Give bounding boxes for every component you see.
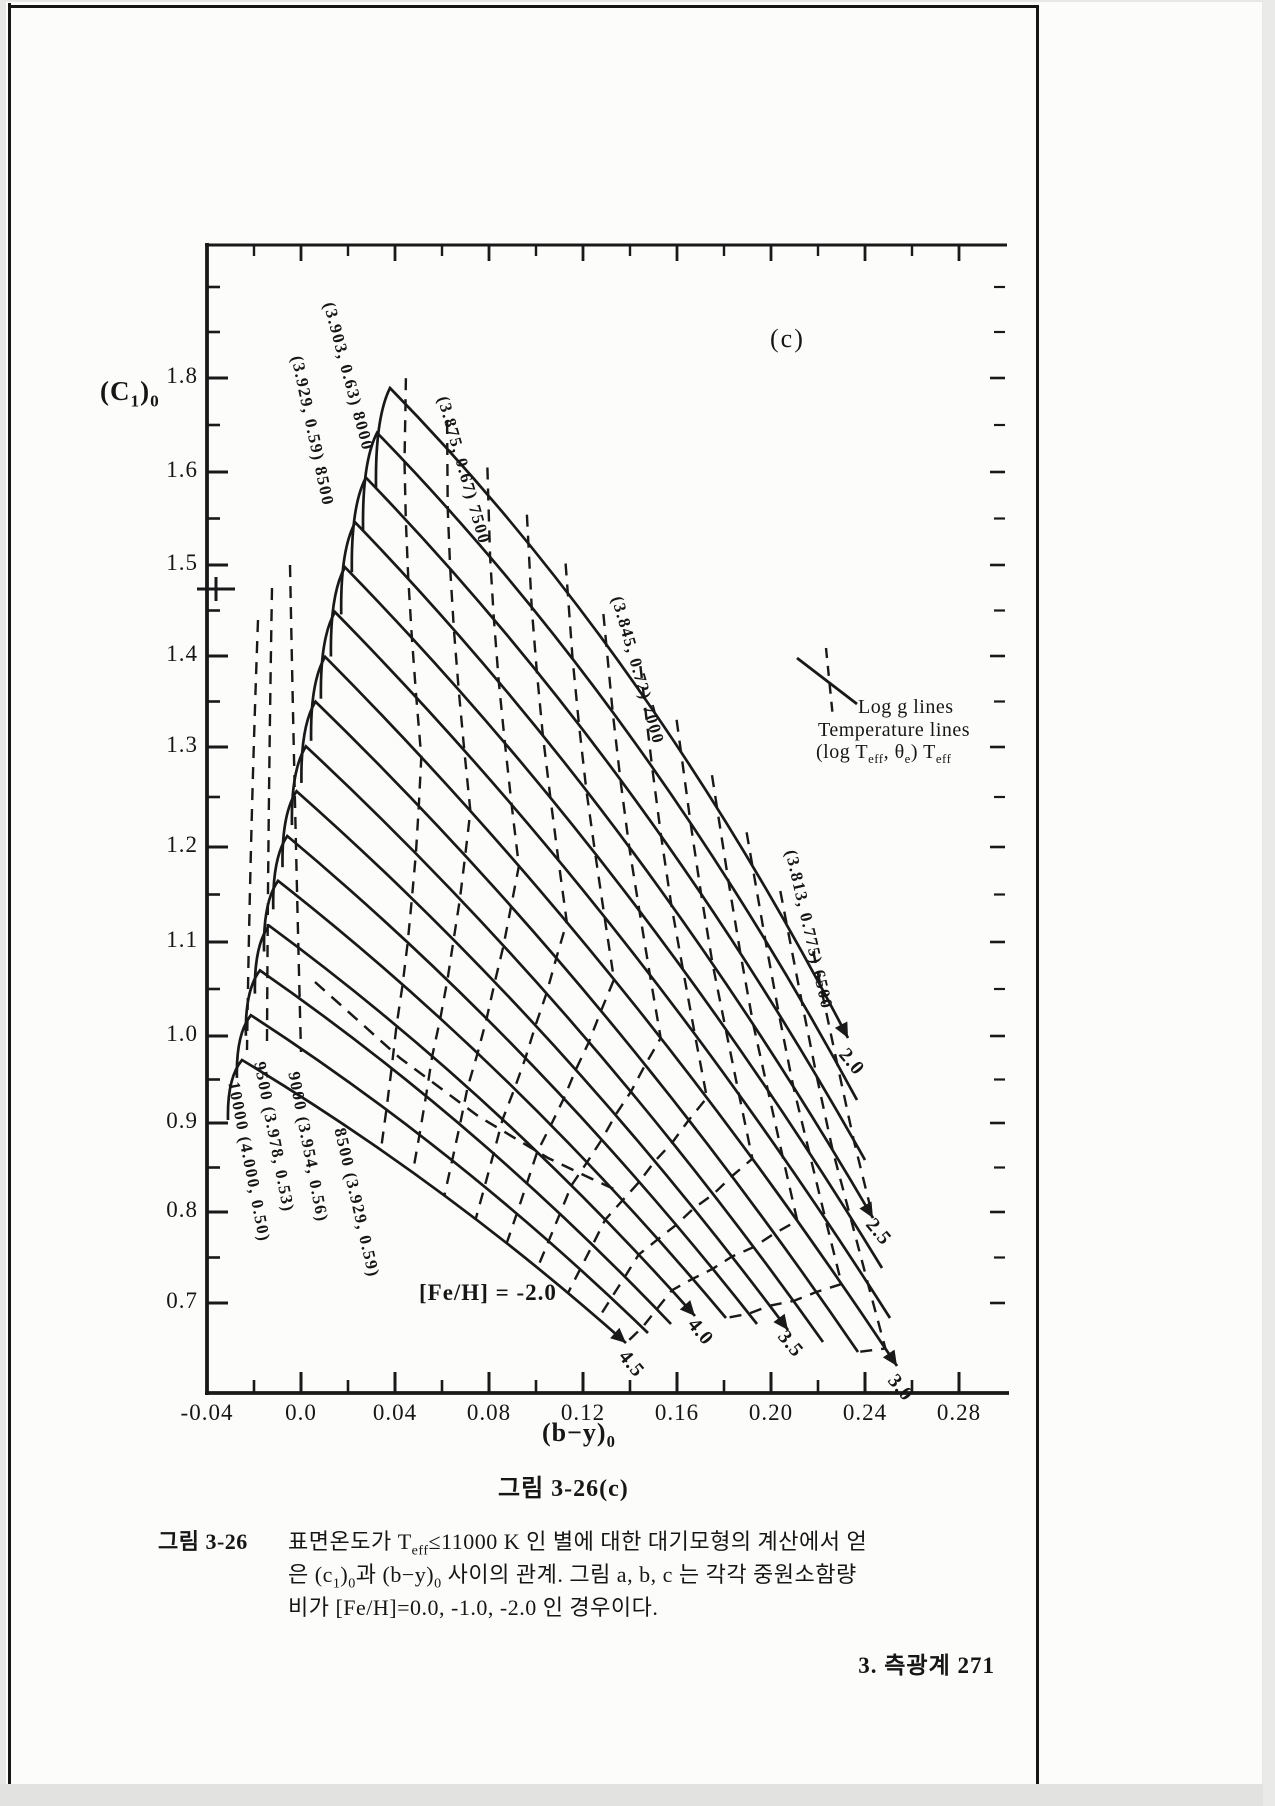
logg-line-solid	[361, 430, 859, 1101]
figure-label: 그림 3-26(c)	[498, 1476, 629, 1502]
temperature-line-dashed	[474, 514, 569, 1220]
logg-line-arrowhead	[773, 1313, 788, 1330]
x-axis-title: (b−y)0	[542, 1418, 616, 1452]
page-footer: 3. 측광계 271	[858, 1653, 995, 1678]
logg-line-arrowhead	[679, 1300, 695, 1316]
legend-temp-label: Temperature lines	[818, 719, 971, 741]
temperature-line-dashed	[411, 421, 472, 1173]
temperature-line-dashed	[505, 563, 616, 1244]
temperature-line-left-dashed	[288, 564, 303, 1053]
x-tick-label: -0.04	[180, 1400, 234, 1425]
y-tick-label: 1.5	[166, 550, 198, 575]
temperature-line-dashed	[536, 613, 662, 1269]
legend-temp-sublabel: (log Teff, θe) Teff	[816, 741, 952, 766]
temperature-line-dashed	[725, 832, 844, 1320]
logg-line-solid	[253, 923, 697, 1317]
caption-line-3: 비가 [Fe/H]=0.0, -1.0, -2.0 인 경우이다.	[288, 1595, 659, 1620]
x-tick-label: 0.08	[466, 1400, 512, 1425]
y-tick-label: 1.0	[166, 1021, 198, 1046]
y-tick-label: 1.8	[166, 363, 198, 388]
logg-line-solid	[262, 878, 728, 1319]
page-edge-right	[1263, 0, 1275, 1806]
page-border-left	[8, 3, 11, 1784]
logg-line-solid	[350, 475, 867, 1161]
y-tick-label: 1.6	[166, 457, 198, 482]
logg-line-solid	[329, 564, 884, 1269]
y-tick-label: 1.3	[166, 732, 198, 757]
logg-line-arrowhead	[882, 1349, 897, 1366]
y-axis-title: (C1)0	[100, 376, 160, 411]
y-tick-label: 1.2	[166, 832, 198, 857]
y-tick-label: 1.4	[166, 641, 198, 666]
caption-tag: 그림 3-26	[158, 1529, 248, 1554]
logg-line-solid	[281, 789, 790, 1331]
temperature-line-dashed	[443, 467, 521, 1196]
logg-line-solid	[309, 654, 899, 1367]
caption-line-2: 은 (c1)0과 (b−y)0 사이의 관계. 그림 a, b, c 는 각각 …	[288, 1562, 857, 1592]
y-tick-label: 0.7	[166, 1288, 198, 1313]
page-edge-bottom	[0, 1784, 1275, 1806]
caption-line-1: 표면온도가 Teff≤11000 K 인 별에 대한 대기모형의 계산에서 얻	[288, 1529, 868, 1559]
temperature-line-left-dashed	[245, 619, 260, 1051]
page-border-top	[8, 5, 1038, 8]
page-border-right	[1036, 5, 1039, 1784]
logg-line-arrowhead	[834, 1021, 848, 1038]
y-tick-label: 0.9	[166, 1108, 198, 1133]
logg-line-arrowhead	[610, 1327, 626, 1343]
legend-solid-line	[796, 656, 858, 706]
y-tick-label: 1.1	[166, 927, 198, 952]
logg-line-solid	[300, 699, 860, 1353]
x-tick-label: 0.0	[285, 1400, 317, 1425]
temperature-line-dashed	[812, 951, 875, 1219]
legend-logg-label: Log g lines	[858, 696, 954, 718]
temperature-line-lower-envelope	[314, 981, 617, 1192]
metallicity-note: [Fe/H] = -2.0	[419, 1280, 557, 1305]
logg-line-solid	[235, 1013, 649, 1334]
logg-line-solid	[244, 968, 672, 1325]
y-tick-label: 0.8	[166, 1197, 198, 1222]
logg-line-solid	[226, 1058, 627, 1345]
logg-line-solid	[339, 520, 875, 1219]
panel-label: (c)	[770, 324, 805, 353]
x-tick-label: 0.04	[372, 1400, 418, 1425]
x-tick-label: 0.28	[936, 1400, 982, 1425]
temperature-line-dashed	[379, 378, 423, 1151]
x-tick-label: 0.24	[842, 1400, 888, 1425]
temperature-line-dashed	[566, 665, 709, 1294]
temperature-line-left-dashed	[265, 587, 274, 1043]
logg-line-solid	[290, 744, 825, 1343]
temperature-line-dashed	[597, 719, 754, 1320]
temperature-line-dashed	[625, 775, 799, 1344]
x-tick-label: 0.16	[654, 1400, 700, 1425]
x-tick-label: 0.12	[560, 1400, 606, 1425]
legend-dashed-line	[824, 647, 835, 719]
temperature-line-dashed	[779, 890, 887, 1354]
logg-line-solid	[271, 834, 759, 1325]
logg-line-solid	[319, 609, 892, 1319]
x-tick-label: 0.20	[748, 1400, 794, 1425]
